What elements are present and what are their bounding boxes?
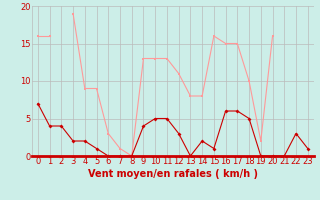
X-axis label: Vent moyen/en rafales ( km/h ): Vent moyen/en rafales ( km/h ) — [88, 169, 258, 179]
